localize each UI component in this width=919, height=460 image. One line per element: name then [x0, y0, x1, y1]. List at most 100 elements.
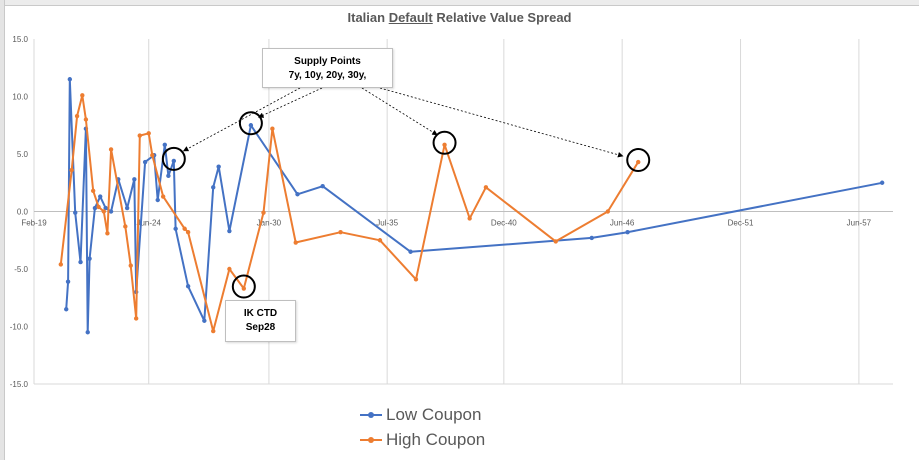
series-line-low-coupon [65, 78, 883, 334]
callout-arrow [257, 87, 323, 118]
data-point-high-coupon [146, 131, 151, 136]
data-point-high-coupon [96, 204, 101, 210]
data-point-low-coupon [155, 197, 160, 203]
data-point-high-coupon [227, 266, 232, 272]
callout-arrow [182, 87, 301, 152]
data-point-low-coupon [92, 205, 98, 211]
legend-swatch-low-coupon [360, 410, 382, 420]
highlight-circle [432, 130, 457, 155]
data-point-high-coupon [58, 262, 64, 267]
data-point-low-coupon [108, 209, 114, 214]
x-tick-label: Jul-35 [376, 219, 398, 228]
legend-swatch-high-coupon [360, 435, 382, 445]
chart-title: Italian Default Relative Value Spread [347, 10, 572, 25]
x-tick-label: Jun-46 [610, 219, 635, 228]
data-point-high-coupon [442, 142, 447, 147]
data-point-low-coupon [124, 205, 130, 211]
data-point-high-coupon [101, 209, 107, 214]
data-point-low-coupon [65, 279, 71, 284]
data-point-high-coupon [483, 185, 489, 190]
data-point-low-coupon [142, 159, 148, 165]
data-point-high-coupon [293, 240, 298, 245]
spreadsheet-left-strip [0, 0, 5, 460]
data-point-high-coupon [137, 133, 142, 138]
data-point-low-coupon [171, 158, 177, 164]
x-tick-label: Jun-24 [136, 219, 161, 228]
data-point-low-coupon [295, 192, 300, 197]
data-point-low-coupon [589, 235, 594, 241]
data-point-high-coupon [128, 263, 133, 268]
chart-legend: Low Coupon High Coupon [360, 402, 485, 452]
callout-arrow [361, 87, 438, 136]
data-point-high-coupon [553, 239, 558, 244]
y-tick-label: 5.0 [17, 150, 29, 159]
y-tick-label: 15.0 [12, 35, 28, 44]
chart-title-underlined: Default [388, 10, 433, 25]
data-point-low-coupon [625, 230, 630, 235]
data-point-high-coupon [69, 167, 74, 173]
data-point-low-coupon [408, 249, 413, 254]
data-point-high-coupon [133, 316, 139, 321]
data-point-high-coupon [150, 152, 155, 158]
x-tick-label: Jun-57 [847, 219, 872, 228]
highlight-circle [238, 111, 263, 136]
highlight-circle [231, 274, 256, 299]
legend-entry-high-coupon[interactable]: High Coupon [360, 427, 485, 452]
data-point-high-coupon [605, 209, 611, 214]
data-point-low-coupon [320, 184, 325, 189]
data-point-low-coupon [202, 318, 207, 323]
series-line-high-coupon [59, 94, 640, 333]
data-point-low-coupon [216, 164, 221, 169]
data-point-high-coupon [160, 194, 166, 199]
y-tick-label: 0.0 [17, 208, 29, 217]
data-point-high-coupon [211, 328, 216, 334]
data-point-low-coupon [248, 123, 254, 128]
data-point-high-coupon [377, 238, 383, 243]
data-point-high-coupon [413, 277, 419, 282]
data-point-high-coupon [123, 224, 128, 229]
data-point-high-coupon [83, 117, 89, 122]
data-point-high-coupon [261, 210, 266, 215]
data-point-low-coupon [211, 185, 216, 190]
data-point-low-coupon [103, 205, 108, 211]
y-tick-label: -10.0 [10, 323, 29, 332]
x-tick-label: Dec-40 [491, 219, 517, 228]
data-point-high-coupon [338, 230, 343, 235]
data-point-low-coupon [73, 210, 78, 215]
ik-ctd-callout: IK CTD Sep28 [225, 300, 296, 342]
data-point-low-coupon [162, 142, 168, 147]
data-point-high-coupon [467, 216, 472, 221]
data-point-low-coupon [166, 173, 171, 179]
data-point-low-coupon [132, 177, 137, 182]
legend-entry-low-coupon[interactable]: Low Coupon [360, 402, 485, 427]
data-point-high-coupon [182, 226, 187, 231]
data-point-high-coupon [636, 159, 641, 165]
data-point-low-coupon [87, 256, 92, 261]
data-point-high-coupon [241, 286, 247, 291]
data-point-low-coupon [98, 194, 103, 199]
data-point-high-coupon [90, 188, 96, 193]
data-point-high-coupon [108, 147, 114, 152]
data-point-high-coupon [270, 126, 275, 131]
spreadsheet-top-strip [0, 0, 919, 6]
supply-points-callout: Supply Points 7y, 10y, 20y, 30y, [262, 48, 393, 88]
data-point-high-coupon [80, 93, 85, 98]
highlight-circle [626, 148, 651, 173]
data-point-low-coupon [67, 77, 73, 82]
x-tick-label: Feb-19 [21, 219, 47, 228]
data-point-low-coupon [879, 180, 885, 185]
data-point-low-coupon [78, 259, 83, 265]
y-tick-label: -5.0 [14, 265, 28, 274]
data-point-low-coupon [85, 330, 90, 335]
data-point-low-coupon [173, 226, 178, 231]
data-point-low-coupon [227, 228, 232, 234]
legend-label-high-coupon: High Coupon [386, 429, 486, 449]
data-point-high-coupon [105, 231, 110, 236]
y-tick-label: -15.0 [10, 380, 29, 389]
y-tick-label: 10.0 [12, 93, 28, 102]
data-point-low-coupon [64, 307, 69, 312]
x-tick-label: Jan-30 [257, 219, 282, 228]
x-tick-label: Dec-51 [728, 219, 754, 228]
